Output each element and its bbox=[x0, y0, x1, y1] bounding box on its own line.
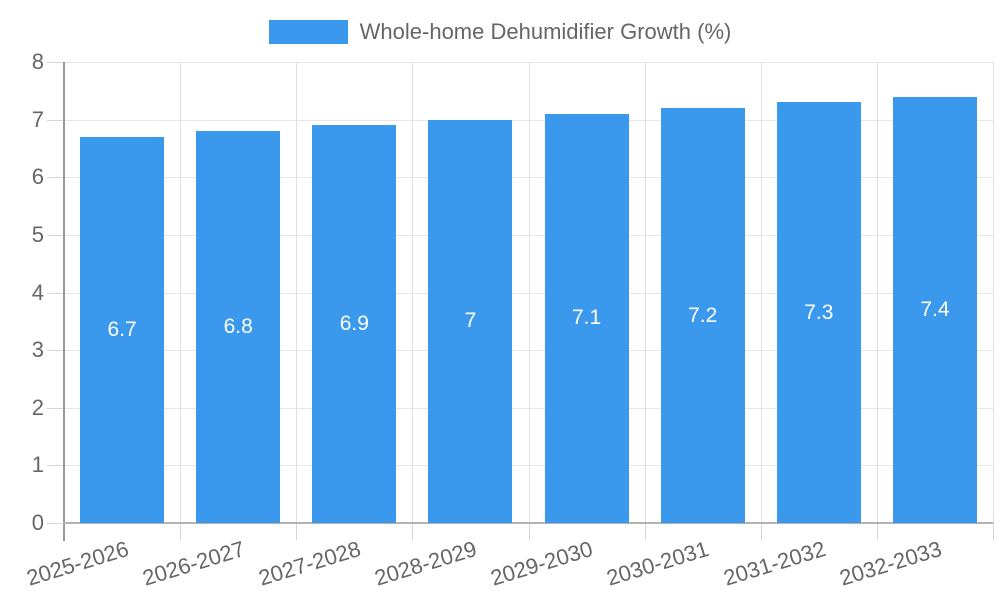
bar-value-label: 6.7 bbox=[107, 317, 137, 341]
bar-value-label: 7.2 bbox=[688, 303, 718, 327]
y-axis-tick bbox=[47, 119, 64, 121]
v-gridline bbox=[180, 62, 182, 523]
bar-value-label: 6.8 bbox=[223, 315, 253, 339]
y-axis-tick bbox=[47, 407, 64, 409]
y-tick-label: 0 bbox=[31, 510, 44, 535]
y-axis-line bbox=[63, 62, 65, 541]
x-axis-tick bbox=[644, 523, 646, 540]
v-gridline bbox=[760, 62, 762, 523]
bar[interactable] bbox=[312, 125, 397, 523]
y-axis-tick bbox=[47, 234, 64, 236]
x-axis-tick bbox=[993, 523, 994, 540]
x-axis-tick bbox=[296, 523, 298, 540]
v-gridline bbox=[296, 62, 298, 523]
y-axis-tick bbox=[47, 350, 64, 352]
bar[interactable] bbox=[428, 119, 513, 523]
v-gridline bbox=[412, 62, 414, 523]
legend-label: Whole-home Dehumidifier Growth (%) bbox=[359, 19, 732, 44]
x-tick-label: 2031-2032 bbox=[720, 536, 829, 591]
y-tick-label: 5 bbox=[31, 221, 44, 247]
bar-value-label: 7 bbox=[464, 309, 477, 333]
y-tick-label: 7 bbox=[31, 106, 44, 132]
y-axis-tick bbox=[47, 523, 64, 524]
x-tick-label: 2032-2033 bbox=[836, 536, 945, 591]
bar[interactable] bbox=[660, 108, 745, 523]
y-axis-tick bbox=[47, 177, 64, 179]
y-axis-tick bbox=[47, 62, 64, 63]
x-axis-tick bbox=[528, 523, 530, 540]
v-gridline bbox=[993, 62, 994, 523]
legend-swatch bbox=[268, 20, 348, 44]
y-tick-label: 6 bbox=[31, 164, 44, 190]
v-gridline bbox=[528, 62, 530, 523]
y-tick-label: 3 bbox=[31, 337, 44, 363]
y-tick-label: 1 bbox=[31, 452, 44, 478]
x-tick-label: 2026-2027 bbox=[139, 536, 248, 591]
x-tick-label: 2027-2028 bbox=[255, 536, 364, 591]
y-tick-label: 4 bbox=[31, 279, 44, 305]
legend-item[interactable]: Whole-home Dehumidifier Growth (%) bbox=[0, 19, 1000, 45]
x-tick-label: 2028-2029 bbox=[371, 536, 480, 591]
bar-value-label: 7.4 bbox=[920, 297, 950, 321]
y-tick-label: 2 bbox=[31, 394, 44, 420]
x-axis-line bbox=[63, 522, 993, 524]
y-tick-label: 8 bbox=[31, 49, 44, 74]
bar[interactable] bbox=[892, 96, 977, 523]
x-axis-tick bbox=[180, 523, 182, 540]
bar[interactable] bbox=[776, 102, 861, 523]
v-gridline bbox=[644, 62, 646, 523]
bar[interactable] bbox=[80, 136, 165, 523]
y-axis-tick bbox=[47, 292, 64, 294]
bar-value-label: 7.3 bbox=[804, 300, 834, 324]
bar-value-label: 6.9 bbox=[339, 312, 369, 336]
x-axis-tick bbox=[412, 523, 414, 540]
v-gridline bbox=[876, 62, 878, 523]
bar[interactable] bbox=[196, 131, 281, 523]
x-axis-tick bbox=[876, 523, 878, 540]
x-tick-label: 2030-2031 bbox=[604, 536, 712, 591]
bar[interactable] bbox=[544, 113, 629, 523]
bar-value-label: 7.1 bbox=[571, 306, 602, 330]
x-tick-label: 2025-2026 bbox=[23, 536, 132, 591]
x-axis-tick bbox=[760, 523, 762, 540]
x-tick-label: 2029-2030 bbox=[487, 536, 596, 591]
y-axis-tick bbox=[47, 465, 64, 467]
